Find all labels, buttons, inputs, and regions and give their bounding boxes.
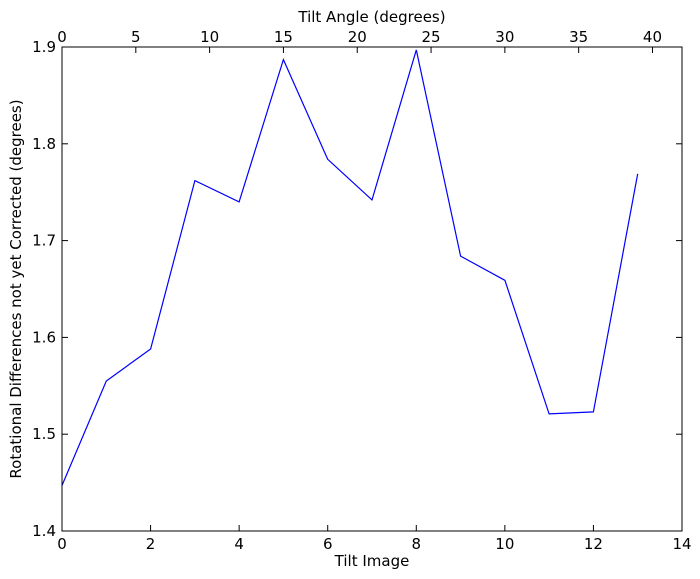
y-tick-label: 1.5 — [32, 425, 56, 443]
y-tick-label: 1.6 — [32, 328, 56, 346]
x-tick-label: 12 — [584, 535, 603, 553]
x-axis-title: Tilt Image — [334, 552, 410, 570]
x-tick-label: 0 — [57, 535, 67, 553]
plot-frame — [61, 46, 683, 532]
y-tick-label: 1.7 — [32, 232, 56, 250]
x-tick-label: 4 — [234, 535, 244, 553]
y-tick-label: 1.8 — [32, 135, 56, 153]
top-x-tick-label: 0 — [57, 28, 67, 46]
y-tick-label: 1.9 — [32, 38, 56, 56]
top-x-tick-label: 40 — [643, 28, 662, 46]
top-axis-title: Tilt Angle (degrees) — [297, 8, 445, 26]
labels-layer: 0 2 4 6 8 10 12 14 0 5 10 15 20 25 30 35 40 1.4 1.5 1.6 1.7 1… — [32, 28, 691, 553]
x-tick-label: 14 — [672, 535, 691, 553]
y-tick-label: 1.4 — [32, 522, 56, 540]
y-axis-title: Rotational Differences not yet Corrected… — [7, 99, 25, 478]
top-x-tick-label: 30 — [495, 28, 514, 46]
series-layer — [61, 49, 639, 486]
top-x-tick-label: 5 — [131, 28, 141, 46]
x-tick-label: 10 — [495, 535, 514, 553]
x-tick-label: 2 — [146, 535, 156, 553]
top-x-tick-label: 35 — [569, 28, 588, 46]
x-tick-label: 6 — [323, 535, 333, 553]
ticks-layer — [61, 46, 683, 532]
series-line — [61, 49, 639, 486]
top-x-tick-label: 20 — [348, 28, 367, 46]
top-x-tick-label: 10 — [200, 28, 219, 46]
x-tick-label: 8 — [412, 535, 422, 553]
top-x-tick-label: 15 — [274, 28, 293, 46]
top-x-tick-label: 25 — [422, 28, 441, 46]
